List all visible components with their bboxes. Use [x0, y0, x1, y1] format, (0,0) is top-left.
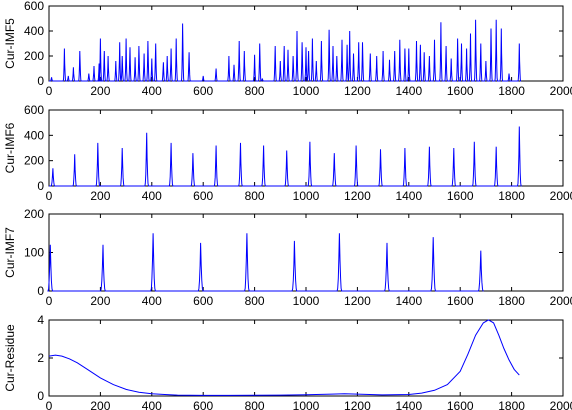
- series-line: [49, 126, 522, 187]
- y-tick-label: 200: [24, 207, 44, 221]
- x-tick-label: 1200: [344, 189, 371, 203]
- x-tick-label: 1800: [498, 84, 525, 98]
- x-tick-label: 400: [142, 84, 162, 98]
- plot-area: [48, 109, 564, 187]
- x-tick-label: 1600: [447, 84, 474, 98]
- y-axis-label: Cur-IMF7: [3, 227, 17, 278]
- x-tick-label: 600: [193, 399, 213, 410]
- x-tick-label: 1800: [498, 399, 525, 410]
- x-tick-label: 1400: [395, 399, 422, 410]
- y-tick-label: 0: [37, 389, 44, 403]
- plot-area: [48, 213, 564, 292]
- y-tick-label: 4: [37, 313, 44, 327]
- x-tick-label: 800: [245, 84, 265, 98]
- y-tick-label: 100: [24, 246, 44, 260]
- series-line: [47, 233, 484, 292]
- x-tick-label: 400: [142, 294, 162, 308]
- y-axis-label: Cur-IMF5: [3, 18, 17, 69]
- y-tick-label: 400: [24, 24, 44, 38]
- x-tick-label: 200: [90, 399, 110, 410]
- x-tick-label: 1800: [498, 189, 525, 203]
- x-tick-label: 200: [90, 84, 110, 98]
- series-line: [48, 319, 520, 396]
- x-tick-label: 1000: [293, 399, 320, 410]
- x-tick-label: 200: [90, 294, 110, 308]
- x-tick-label: 1400: [395, 294, 422, 308]
- x-tick-label: 1200: [344, 84, 371, 98]
- x-tick-label: 800: [245, 189, 265, 203]
- x-tick-label: 0: [46, 84, 53, 98]
- plot-area: [48, 319, 564, 397]
- x-tick-label: 0: [46, 189, 53, 203]
- y-tick-label: 2: [37, 351, 44, 365]
- y-tick-label: 200: [24, 154, 44, 168]
- x-tick-label: 1600: [447, 399, 474, 410]
- x-tick-label: 1400: [395, 84, 422, 98]
- x-tick-label: 1000: [293, 294, 320, 308]
- x-tick-label: 1000: [293, 84, 320, 98]
- x-tick-label: 800: [245, 399, 265, 410]
- series-line: [49, 19, 522, 82]
- x-tick-label: 1600: [447, 294, 474, 308]
- x-tick-label: 1200: [344, 399, 371, 410]
- x-tick-label: 600: [193, 84, 213, 98]
- y-tick-label: 0: [37, 74, 44, 88]
- x-tick-label: 1600: [447, 189, 474, 203]
- y-axis-label: Cur-IMF6: [3, 122, 17, 173]
- x-tick-label: 1800: [498, 294, 525, 308]
- y-tick-label: 600: [24, 103, 44, 117]
- y-axis-label: Cur-Residue: [3, 324, 17, 392]
- x-tick-label: 1200: [344, 294, 371, 308]
- y-tick-label: 600: [24, 0, 44, 13]
- x-tick-label: 400: [142, 189, 162, 203]
- x-tick-label: 400: [142, 399, 162, 410]
- x-tick-label: 1000: [293, 189, 320, 203]
- y-tick-label: 0: [37, 284, 44, 298]
- x-tick-label: 0: [46, 399, 53, 410]
- y-tick-label: 0: [37, 179, 44, 193]
- x-tick-label: 200: [90, 189, 110, 203]
- x-tick-label: 600: [193, 189, 213, 203]
- y-tick-label: 200: [24, 49, 44, 63]
- x-tick-label: 800: [245, 294, 265, 308]
- y-tick-label: 400: [24, 128, 44, 142]
- x-tick-label: 600: [193, 294, 213, 308]
- x-tick-label: 0: [46, 294, 53, 308]
- x-tick-label: 1400: [395, 189, 422, 203]
